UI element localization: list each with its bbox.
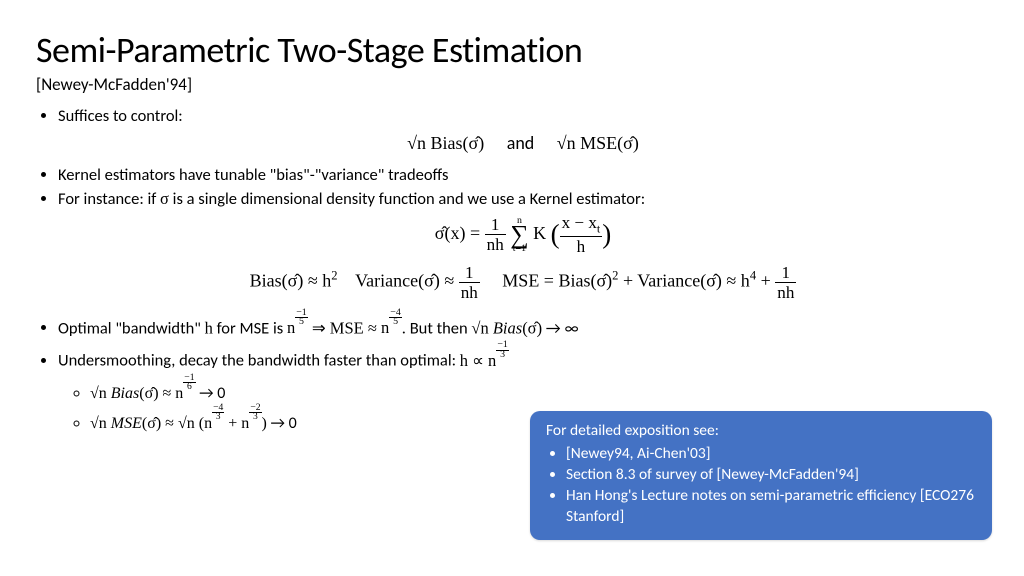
text: → ∞ (542, 318, 578, 338)
bullet-suffices: Suffices to control: √n Bias(σ̂) and √n … (58, 105, 988, 156)
slide-title: Semi-Parametric Two-Stage Estimation (36, 28, 988, 72)
sigma: σ (160, 189, 169, 208)
text: Undersmoothing, decay the bandwidth fast… (58, 351, 460, 371)
bullet-optimal-bandwidth: Optimal "bandwidth" h for MSE is n−15 ⇒ … (58, 309, 988, 340)
text: . But then (402, 318, 472, 338)
bullet-tradeoff: Kernel estimators have tunable "bias"-"v… (58, 164, 988, 186)
callout-box: For detailed exposition see: [Newey94, A… (530, 411, 992, 540)
slide-body: Semi-Parametric Two-Stage Estimation [Ne… (0, 0, 1024, 435)
bullet-kernel: For instance: if σ is a single dimension… (58, 188, 988, 301)
text: Suffices to control: (58, 106, 183, 126)
eq-left: √n Bias(σ̂) (407, 133, 484, 153)
bullet-list: Suffices to control: √n Bias(σ̂) and √n … (36, 105, 988, 435)
text: Optimal "bandwidth" (58, 318, 205, 338)
eq-and: and (507, 132, 535, 154)
text: → 0 (196, 384, 226, 403)
callout-list: [Newey94, Ai-Chen'03] Section 8.3 of sur… (546, 444, 976, 528)
text: is a single dimensional density function… (169, 189, 645, 209)
text: for MSE is (213, 318, 287, 338)
eq-right: √n MSE(σ̂) (557, 133, 639, 153)
text: → 0 (267, 414, 297, 433)
callout-item: Han Hong's Lecture notes on semi-paramet… (566, 486, 976, 528)
callout-item: [Newey94, Ai-Chen'03] (566, 444, 976, 465)
callout-item: Section 8.3 of survey of [Newey-McFadden… (566, 465, 976, 486)
equation-kernel-estimator: σ̂(x) = 1nh n∑t=1 K (x − xth) (58, 214, 988, 255)
callout-header: For detailed exposition see: (546, 421, 976, 442)
sub-bullet-bias: √n Bias(σ̂) ≈ n−16 → 0 (90, 374, 988, 404)
text: For instance: if (58, 189, 160, 209)
equation-bias-variance: Bias(σ̂) ≈ h2 Variance(σ̂) ≈ 1nh MSE = B… (58, 264, 988, 301)
h: h (205, 318, 213, 337)
slide-subtitle: [Newey-McFadden'94] (36, 74, 988, 95)
text: ⇒ MSE ≈ (308, 318, 381, 337)
equation-control: √n Bias(σ̂) and √n MSE(σ̂) (58, 131, 988, 155)
